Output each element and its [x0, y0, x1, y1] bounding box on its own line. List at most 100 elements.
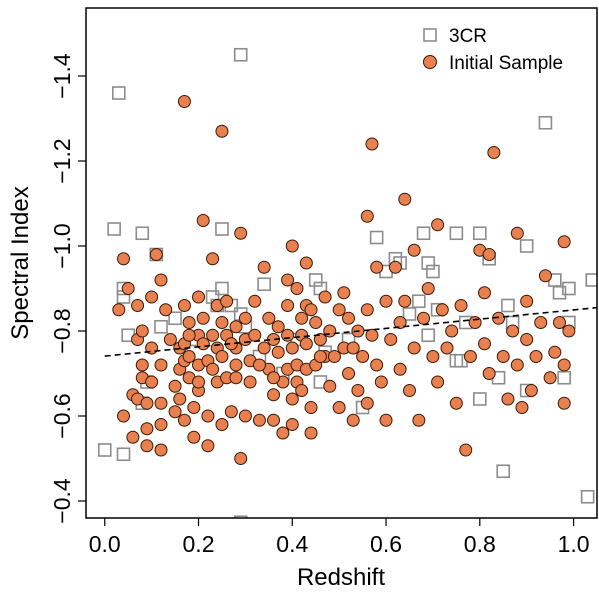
point-3cr [257, 277, 271, 292]
point-initial-sample [356, 350, 370, 363]
point-initial-sample [276, 426, 290, 440]
point-initial-sample [407, 243, 421, 257]
point-initial-sample [384, 333, 398, 346]
point-initial-sample [454, 299, 468, 312]
point-initial-sample [285, 341, 299, 355]
point-initial-sample [515, 401, 529, 414]
point-initial-sample [145, 375, 159, 389]
point-initial-sample [177, 95, 191, 108]
point-initial-sample [407, 341, 421, 355]
point-initial-sample [252, 413, 266, 427]
point-initial-sample [168, 405, 182, 419]
x-axis: 0.0 0.2 0.4 0.6 0.8 1.0 [89, 518, 590, 557]
point-initial-sample [248, 294, 262, 308]
point-initial-sample [309, 316, 323, 329]
point-initial-sample [234, 226, 248, 240]
point-initial-sample [431, 218, 445, 232]
point-initial-sample [267, 371, 281, 385]
point-initial-sample [510, 226, 524, 240]
x-tick-label: 0.4 [276, 531, 308, 557]
point-initial-sample [477, 286, 491, 300]
y-tick-label: −0.6 [49, 393, 75, 438]
point-initial-sample [388, 260, 402, 274]
point-initial-sample [229, 371, 243, 385]
point-initial-sample [168, 379, 182, 393]
point-initial-sample [477, 337, 491, 351]
point-initial-sample [412, 413, 426, 427]
point-initial-sample [313, 350, 327, 363]
x-tick-label: 0.6 [370, 531, 402, 557]
point-initial-sample [154, 418, 168, 431]
point-initial-sample [534, 316, 548, 329]
point-3cr [215, 222, 229, 236]
point-initial-sample [557, 396, 571, 410]
point-initial-sample [482, 248, 496, 261]
point-initial-sample [182, 328, 196, 342]
point-initial-sample [126, 430, 140, 444]
y-tick-label: −0.4 [49, 478, 75, 524]
fit-line [104, 306, 597, 357]
point-initial-sample [187, 401, 201, 414]
point-initial-sample [140, 439, 154, 453]
point-initial-sample [177, 413, 191, 427]
point-3cr [519, 239, 534, 253]
point-initial-sample [299, 256, 313, 270]
point-initial-sample [393, 362, 407, 376]
point-initial-sample [379, 413, 393, 427]
point-initial-sample [323, 324, 337, 338]
point-initial-sample [304, 426, 318, 440]
point-initial-sample [557, 235, 571, 249]
point-initial-sample [229, 358, 243, 372]
point-3cr [97, 443, 112, 457]
point-3cr [585, 273, 597, 287]
point-3cr [416, 226, 431, 241]
point-initial-sample [252, 358, 266, 372]
point-initial-sample [257, 260, 271, 274]
point-initial-sample [192, 290, 206, 304]
point-initial-sample [140, 396, 154, 410]
point-initial-sample [543, 371, 557, 385]
point-initial-sample [398, 192, 412, 206]
point-initial-sample [463, 350, 477, 363]
point-3cr [412, 294, 426, 309]
point-initial-sample [201, 409, 215, 423]
point-3cr [402, 307, 417, 321]
x-tick-label: 0.8 [464, 531, 496, 557]
point-initial-sample [163, 333, 177, 346]
point-3cr [449, 353, 464, 368]
point-initial-sample [374, 375, 388, 389]
point-initial-sample [426, 350, 440, 363]
point-initial-sample [524, 384, 538, 397]
point-initial-sample [187, 430, 201, 444]
point-initial-sample [220, 294, 234, 308]
point-initial-sample [510, 358, 524, 372]
point-initial-sample [304, 303, 318, 317]
point-initial-sample [154, 358, 168, 372]
legend: 3CR Initial Sample [423, 26, 563, 74]
point-3cr [308, 273, 323, 287]
point-3cr [426, 264, 440, 279]
y-tick-label: −1.0 [49, 223, 75, 268]
point-initial-sample [271, 345, 285, 359]
point-initial-sample [271, 320, 285, 334]
point-initial-sample [215, 124, 229, 138]
point-initial-sample [201, 439, 215, 453]
point-initial-sample [417, 311, 431, 325]
point-initial-sample [538, 269, 552, 283]
point-3cr [472, 392, 487, 406]
point-initial-sample [323, 379, 337, 393]
point-3cr [215, 281, 229, 296]
point-initial-sample [196, 311, 210, 325]
point-3cr [538, 115, 553, 130]
point-initial-sample [351, 384, 365, 397]
point-initial-sample [342, 311, 356, 325]
point-initial-sample [177, 299, 191, 312]
point-initial-sample [337, 286, 351, 300]
point-3cr [233, 515, 248, 518]
point-initial-sample [154, 396, 168, 410]
point-3cr [501, 298, 515, 313]
point-3cr [135, 226, 150, 241]
plot-frame [85, 7, 598, 519]
